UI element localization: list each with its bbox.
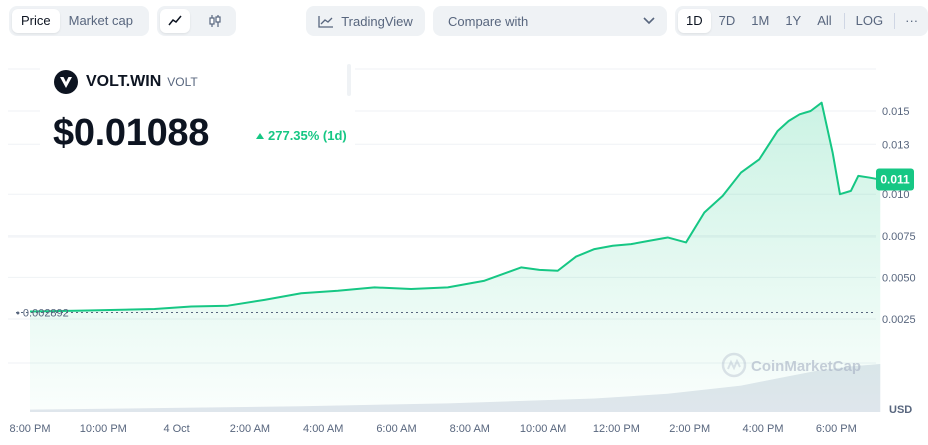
- coin-header: VOLT.WIN VOLT: [54, 70, 198, 94]
- y-tick-label: 0.0025: [882, 314, 916, 326]
- range-all[interactable]: All: [817, 13, 832, 28]
- x-tick-label: 4:00 PM: [743, 423, 784, 435]
- chart-style-toggle: [157, 6, 236, 36]
- range-1m[interactable]: 1M: [751, 13, 770, 28]
- line-chart-icon[interactable]: [160, 9, 190, 33]
- tradingview-label: TradingView: [341, 13, 413, 29]
- y-tick-label: 0.0050: [882, 272, 916, 284]
- coinmarketcap-watermark: [721, 352, 747, 378]
- divider: [843, 13, 845, 29]
- candlestick-icon[interactable]: [200, 9, 230, 33]
- x-tick-label: 4:00 AM: [303, 423, 343, 435]
- tab-market-cap[interactable]: Market cap: [68, 13, 133, 28]
- y-tick-label: 0.013: [882, 139, 910, 151]
- range-tabs: 1D 7D 1M 1Y All LOG ···: [675, 6, 928, 36]
- tab-price[interactable]: Price: [12, 9, 60, 33]
- x-tick-label: 10:00 PM: [80, 423, 127, 435]
- x-tick-label: 6:00 AM: [376, 423, 416, 435]
- x-tick-label: 12:00 PM: [593, 423, 640, 435]
- open-price-label: • 0.002892: [16, 307, 69, 319]
- price-line: [29, 101, 881, 313]
- range-1d[interactable]: 1D: [678, 9, 711, 33]
- coin-name: VOLT.WIN: [86, 73, 162, 90]
- x-tick-label: 2:00 PM: [669, 423, 710, 435]
- currency-label: USD: [889, 404, 912, 416]
- watermark-text: CoinMarketCap: [751, 358, 861, 375]
- y-tick-label: 0.010: [882, 189, 910, 201]
- chart-toolbar: Price Market cap TradingView Compare wit…: [0, 0, 928, 44]
- x-tick-label: 10:00 AM: [520, 423, 566, 435]
- x-tick-label: 8:00 PM: [10, 423, 51, 435]
- compare-label: Compare with: [448, 13, 529, 29]
- current-price: $0.01088: [53, 112, 210, 154]
- log-toggle[interactable]: LOG: [855, 13, 884, 28]
- price-area: [29, 102, 881, 413]
- divider: [894, 13, 896, 29]
- card-scroll-edge: [347, 64, 351, 96]
- x-tick-label: 4 Oct: [163, 423, 189, 435]
- more-options-button[interactable]: ···: [905, 13, 919, 28]
- range-1y[interactable]: 1Y: [785, 13, 802, 28]
- current-price-tag: [876, 168, 914, 191]
- chart-type-tabs: Price Market cap: [9, 6, 149, 36]
- coin-info-card: VOLT.WIN VOLT $0.01088 277.35% (1d): [40, 60, 355, 168]
- x-tick-label: 6:00 PM: [816, 423, 857, 435]
- range-7d[interactable]: 7D: [718, 13, 736, 28]
- price-change: 277.35% (1d): [256, 128, 347, 143]
- volt-logo-icon: [54, 70, 78, 94]
- x-tick-label: 2:00 AM: [230, 423, 270, 435]
- price-change-value: 277.35% (1d): [268, 128, 347, 143]
- tradingview-button[interactable]: TradingView: [306, 6, 425, 36]
- current-price-tag-label: 0.011: [880, 173, 910, 187]
- y-tick-label: 0.0075: [882, 231, 916, 243]
- compare-with-select[interactable]: Compare with: [433, 6, 667, 36]
- y-tick-label: 0.015: [882, 106, 910, 118]
- chevron-down-icon: [643, 17, 655, 25]
- x-tick-label: 8:00 AM: [450, 423, 490, 435]
- tradingview-chart-icon: [318, 15, 334, 28]
- coin-symbol: VOLT: [167, 75, 198, 89]
- caret-up-icon: [256, 132, 264, 139]
